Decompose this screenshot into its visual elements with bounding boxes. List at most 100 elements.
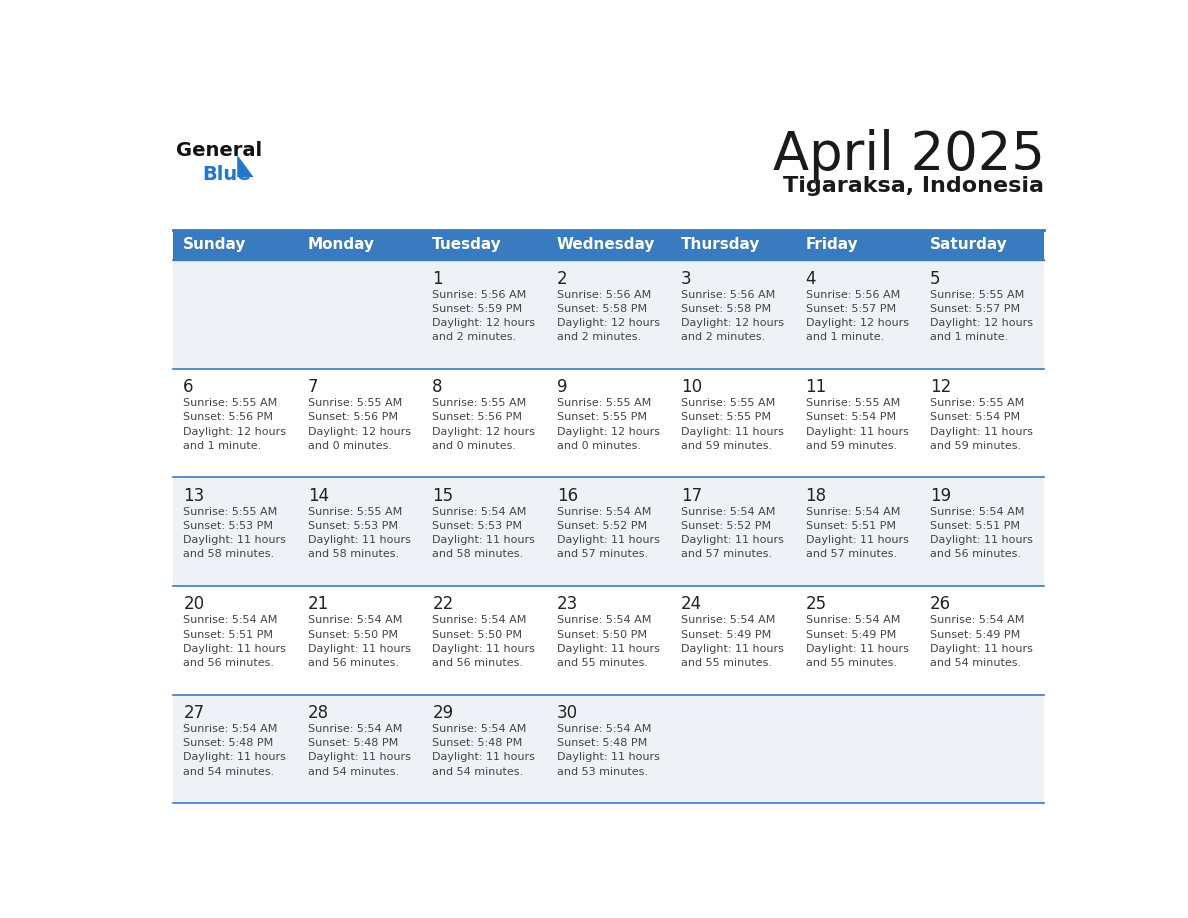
Text: Daylight: 12 hours: Daylight: 12 hours [805,318,909,328]
Text: Tuesday: Tuesday [432,238,503,252]
Text: Sunrise: 5:55 AM: Sunrise: 5:55 AM [930,289,1024,299]
Text: and 2 minutes.: and 2 minutes. [432,332,517,342]
Text: April 2025: April 2025 [772,129,1044,182]
Text: Sunrise: 5:55 AM: Sunrise: 5:55 AM [805,398,899,409]
Text: Daylight: 12 hours: Daylight: 12 hours [183,427,286,437]
Text: 28: 28 [308,704,329,722]
Text: Daylight: 11 hours: Daylight: 11 hours [930,427,1032,437]
Text: 23: 23 [557,595,577,613]
Text: Sunrise: 5:56 AM: Sunrise: 5:56 AM [557,289,651,299]
Text: Sunrise: 5:54 AM: Sunrise: 5:54 AM [681,507,776,517]
Bar [173,477,1044,586]
Text: Sunrise: 5:54 AM: Sunrise: 5:54 AM [557,724,651,733]
Text: 30: 30 [557,704,577,722]
Bar [173,695,1044,803]
Text: Sunrise: 5:54 AM: Sunrise: 5:54 AM [557,507,651,517]
Text: Daylight: 11 hours: Daylight: 11 hours [681,535,784,545]
Text: 18: 18 [805,487,827,505]
Text: and 56 minutes.: and 56 minutes. [930,550,1020,559]
Text: Sunrise: 5:55 AM: Sunrise: 5:55 AM [930,398,1024,409]
Text: Wednesday: Wednesday [557,238,655,252]
Text: and 58 minutes.: and 58 minutes. [183,550,274,559]
Text: Sunrise: 5:54 AM: Sunrise: 5:54 AM [930,507,1024,517]
Text: 20: 20 [183,595,204,613]
Text: Daylight: 12 hours: Daylight: 12 hours [557,318,659,328]
Text: Daylight: 12 hours: Daylight: 12 hours [930,318,1034,328]
Text: Sunset: 5:51 PM: Sunset: 5:51 PM [930,521,1020,531]
Text: Monday: Monday [308,238,375,252]
Text: Sunset: 5:51 PM: Sunset: 5:51 PM [805,521,896,531]
Text: and 53 minutes.: and 53 minutes. [557,767,647,777]
Text: Daylight: 11 hours: Daylight: 11 hours [308,644,411,654]
Text: and 56 minutes.: and 56 minutes. [183,658,274,668]
Text: 25: 25 [805,595,827,613]
Text: Daylight: 11 hours: Daylight: 11 hours [557,535,659,545]
Text: Sunrise: 5:54 AM: Sunrise: 5:54 AM [183,615,278,625]
Text: Sunrise: 5:56 AM: Sunrise: 5:56 AM [432,289,526,299]
Text: Daylight: 11 hours: Daylight: 11 hours [805,644,909,654]
Text: and 55 minutes.: and 55 minutes. [557,658,647,668]
Text: and 55 minutes.: and 55 minutes. [681,658,772,668]
Text: Sunset: 5:49 PM: Sunset: 5:49 PM [681,630,771,640]
Text: Sunrise: 5:55 AM: Sunrise: 5:55 AM [308,507,402,517]
Text: Sunset: 5:56 PM: Sunset: 5:56 PM [308,412,398,422]
Bar [173,586,1044,695]
Text: Daylight: 11 hours: Daylight: 11 hours [432,753,535,762]
Text: 21: 21 [308,595,329,613]
Text: 6: 6 [183,378,194,397]
Text: and 57 minutes.: and 57 minutes. [681,550,772,559]
Text: 4: 4 [805,270,816,287]
Bar [173,261,1044,369]
Text: Sunset: 5:50 PM: Sunset: 5:50 PM [308,630,398,640]
Text: Sunset: 5:50 PM: Sunset: 5:50 PM [557,630,646,640]
Bar [173,369,1044,477]
Text: 10: 10 [681,378,702,397]
Text: Sunset: 5:48 PM: Sunset: 5:48 PM [308,738,398,748]
Text: and 54 minutes.: and 54 minutes. [308,767,399,777]
Text: 19: 19 [930,487,952,505]
Text: and 1 minute.: and 1 minute. [805,332,884,342]
Text: Daylight: 11 hours: Daylight: 11 hours [308,753,411,762]
Text: Sunday: Sunday [183,238,247,252]
Text: Daylight: 12 hours: Daylight: 12 hours [308,427,411,437]
Text: 26: 26 [930,595,952,613]
Text: 7: 7 [308,378,318,397]
Text: Daylight: 11 hours: Daylight: 11 hours [805,427,909,437]
Text: 1: 1 [432,270,443,287]
Text: Sunrise: 5:54 AM: Sunrise: 5:54 AM [308,615,403,625]
Text: Sunrise: 5:54 AM: Sunrise: 5:54 AM [930,615,1024,625]
Text: and 58 minutes.: and 58 minutes. [432,550,524,559]
Text: Sunrise: 5:56 AM: Sunrise: 5:56 AM [805,289,899,299]
Text: Sunset: 5:57 PM: Sunset: 5:57 PM [805,304,896,314]
Polygon shape [238,155,253,177]
Text: Daylight: 11 hours: Daylight: 11 hours [681,644,784,654]
Text: Sunrise: 5:55 AM: Sunrise: 5:55 AM [557,398,651,409]
Text: 13: 13 [183,487,204,505]
Text: Sunrise: 5:56 AM: Sunrise: 5:56 AM [681,289,776,299]
Text: 14: 14 [308,487,329,505]
Text: Sunrise: 5:54 AM: Sunrise: 5:54 AM [432,724,526,733]
Text: Sunset: 5:58 PM: Sunset: 5:58 PM [557,304,646,314]
Text: Daylight: 11 hours: Daylight: 11 hours [681,427,784,437]
Text: Blue: Blue [202,165,251,185]
Text: and 59 minutes.: and 59 minutes. [930,441,1022,451]
Bar [173,230,1044,261]
Text: and 1 minute.: and 1 minute. [183,441,261,451]
Text: Sunset: 5:53 PM: Sunset: 5:53 PM [308,521,398,531]
Text: and 56 minutes.: and 56 minutes. [432,658,523,668]
Text: and 59 minutes.: and 59 minutes. [681,441,772,451]
Text: Sunset: 5:56 PM: Sunset: 5:56 PM [183,412,273,422]
Text: 5: 5 [930,270,941,287]
Text: Sunrise: 5:55 AM: Sunrise: 5:55 AM [183,398,278,409]
Text: Friday: Friday [805,238,858,252]
Text: Saturday: Saturday [930,238,1007,252]
Text: Sunset: 5:49 PM: Sunset: 5:49 PM [805,630,896,640]
Text: 2: 2 [557,270,568,287]
Text: Sunset: 5:56 PM: Sunset: 5:56 PM [432,412,523,422]
Text: and 57 minutes.: and 57 minutes. [557,550,647,559]
Text: and 1 minute.: and 1 minute. [930,332,1009,342]
Text: Sunrise: 5:54 AM: Sunrise: 5:54 AM [805,507,901,517]
Text: Sunrise: 5:55 AM: Sunrise: 5:55 AM [183,507,278,517]
Text: Sunset: 5:55 PM: Sunset: 5:55 PM [681,412,771,422]
Text: 24: 24 [681,595,702,613]
